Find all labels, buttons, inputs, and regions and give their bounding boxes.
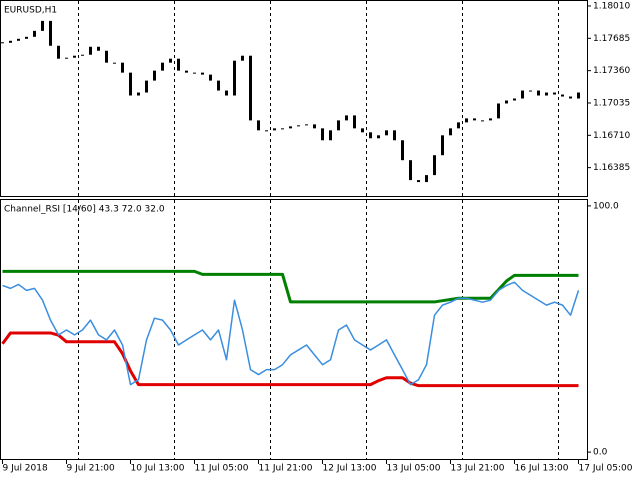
candle — [33, 30, 36, 37]
candle — [481, 120, 484, 122]
candle — [369, 132, 372, 139]
candle — [57, 45, 60, 59]
candle — [409, 160, 412, 181]
candle — [249, 55, 252, 121]
candle — [129, 72, 132, 96]
candle — [577, 92, 580, 99]
candle — [17, 38, 20, 41]
candle — [529, 90, 532, 92]
candle — [145, 80, 148, 93]
candle — [513, 98, 516, 101]
candle — [361, 128, 364, 133]
y-tick-label: 100.0 — [593, 201, 619, 211]
candle — [313, 124, 316, 129]
candle — [553, 92, 556, 95]
candle — [457, 122, 460, 129]
price-title: EURUSD,H1 — [4, 6, 57, 16]
x-tick-label: 13 Jul 21:00 — [451, 464, 505, 474]
candle — [113, 62, 116, 64]
candle — [225, 90, 228, 96]
x-tick-label: 12 Jul 13:00 — [323, 464, 377, 474]
candle — [353, 115, 356, 129]
candle — [89, 46, 92, 55]
candle — [25, 36, 28, 39]
candle — [241, 55, 244, 61]
candle — [321, 128, 324, 141]
candle — [65, 57, 68, 59]
candle — [233, 60, 236, 96]
candle — [217, 80, 220, 91]
candle — [41, 20, 44, 31]
candle — [81, 54, 84, 56]
candle — [185, 70, 188, 73]
candle — [9, 40, 12, 43]
x-tick-label: 16 Jul 13:00 — [515, 464, 569, 474]
candle — [265, 130, 268, 132]
candle — [425, 175, 428, 183]
candle — [521, 90, 524, 99]
indicator-title: Channel_RSI [14/60] 43.3 72.0 32.0 — [4, 205, 165, 215]
candle — [393, 130, 396, 141]
candle — [433, 155, 436, 176]
candle — [281, 128, 284, 130]
x-tick-label: 13 Jul 05:00 — [387, 464, 441, 474]
candle — [257, 120, 260, 131]
x-tick-label: 11 Jul 21:00 — [259, 464, 313, 474]
candle — [385, 130, 388, 136]
candle — [417, 180, 420, 183]
y-tick-label: 1.16385 — [593, 163, 630, 173]
candle — [505, 100, 508, 104]
x-tick-label: 9 Jul 21:00 — [67, 464, 116, 474]
candle — [121, 62, 124, 73]
candle — [449, 128, 452, 136]
y-tick-label: 1.17685 — [593, 34, 630, 44]
candle — [305, 124, 308, 126]
candle — [345, 115, 348, 121]
series-line — [1, 331, 579, 388]
candle — [569, 96, 572, 99]
candle — [193, 72, 196, 74]
candle — [97, 46, 100, 51]
candle — [105, 50, 108, 63]
candle — [561, 94, 564, 97]
candle — [465, 118, 468, 123]
candle — [273, 128, 276, 131]
y-tick-label: 1.18010 — [593, 1, 630, 11]
candle — [377, 135, 380, 139]
price-panel — [0, 0, 588, 197]
candle — [297, 125, 300, 127]
candle — [473, 118, 476, 121]
indicator-panel — [0, 199, 588, 460]
candle — [73, 55, 76, 58]
series-line — [2, 281, 580, 386]
candle — [161, 62, 164, 71]
candle — [337, 120, 340, 131]
y-tick-label: 1.17360 — [593, 66, 630, 76]
candle — [441, 135, 444, 156]
x-tick-label: 17 Jul 05:00 — [579, 464, 633, 474]
candle — [329, 130, 332, 141]
series-line — [2, 269, 579, 304]
x-tick-label: 11 Jul 05:00 — [195, 464, 249, 474]
candle — [289, 126, 292, 129]
candle — [153, 70, 156, 81]
candle — [401, 140, 404, 161]
candle — [489, 118, 492, 121]
candle — [537, 90, 540, 96]
candle — [209, 74, 212, 81]
candle — [177, 58, 180, 71]
candle — [201, 72, 204, 75]
y-tick-label: 0.0 — [593, 448, 608, 458]
y-tick-label: 1.17035 — [593, 98, 630, 108]
candle — [497, 103, 500, 119]
day-separators — [78, 1, 559, 459]
candle — [169, 58, 172, 63]
candle — [545, 92, 548, 96]
x-tick-label: 10 Jul 13:00 — [131, 464, 185, 474]
candle — [137, 92, 140, 96]
x-tick-label: 9 Jul 2018 — [3, 464, 48, 474]
candle — [49, 20, 52, 46]
y-tick-label: 1.16710 — [593, 131, 630, 141]
